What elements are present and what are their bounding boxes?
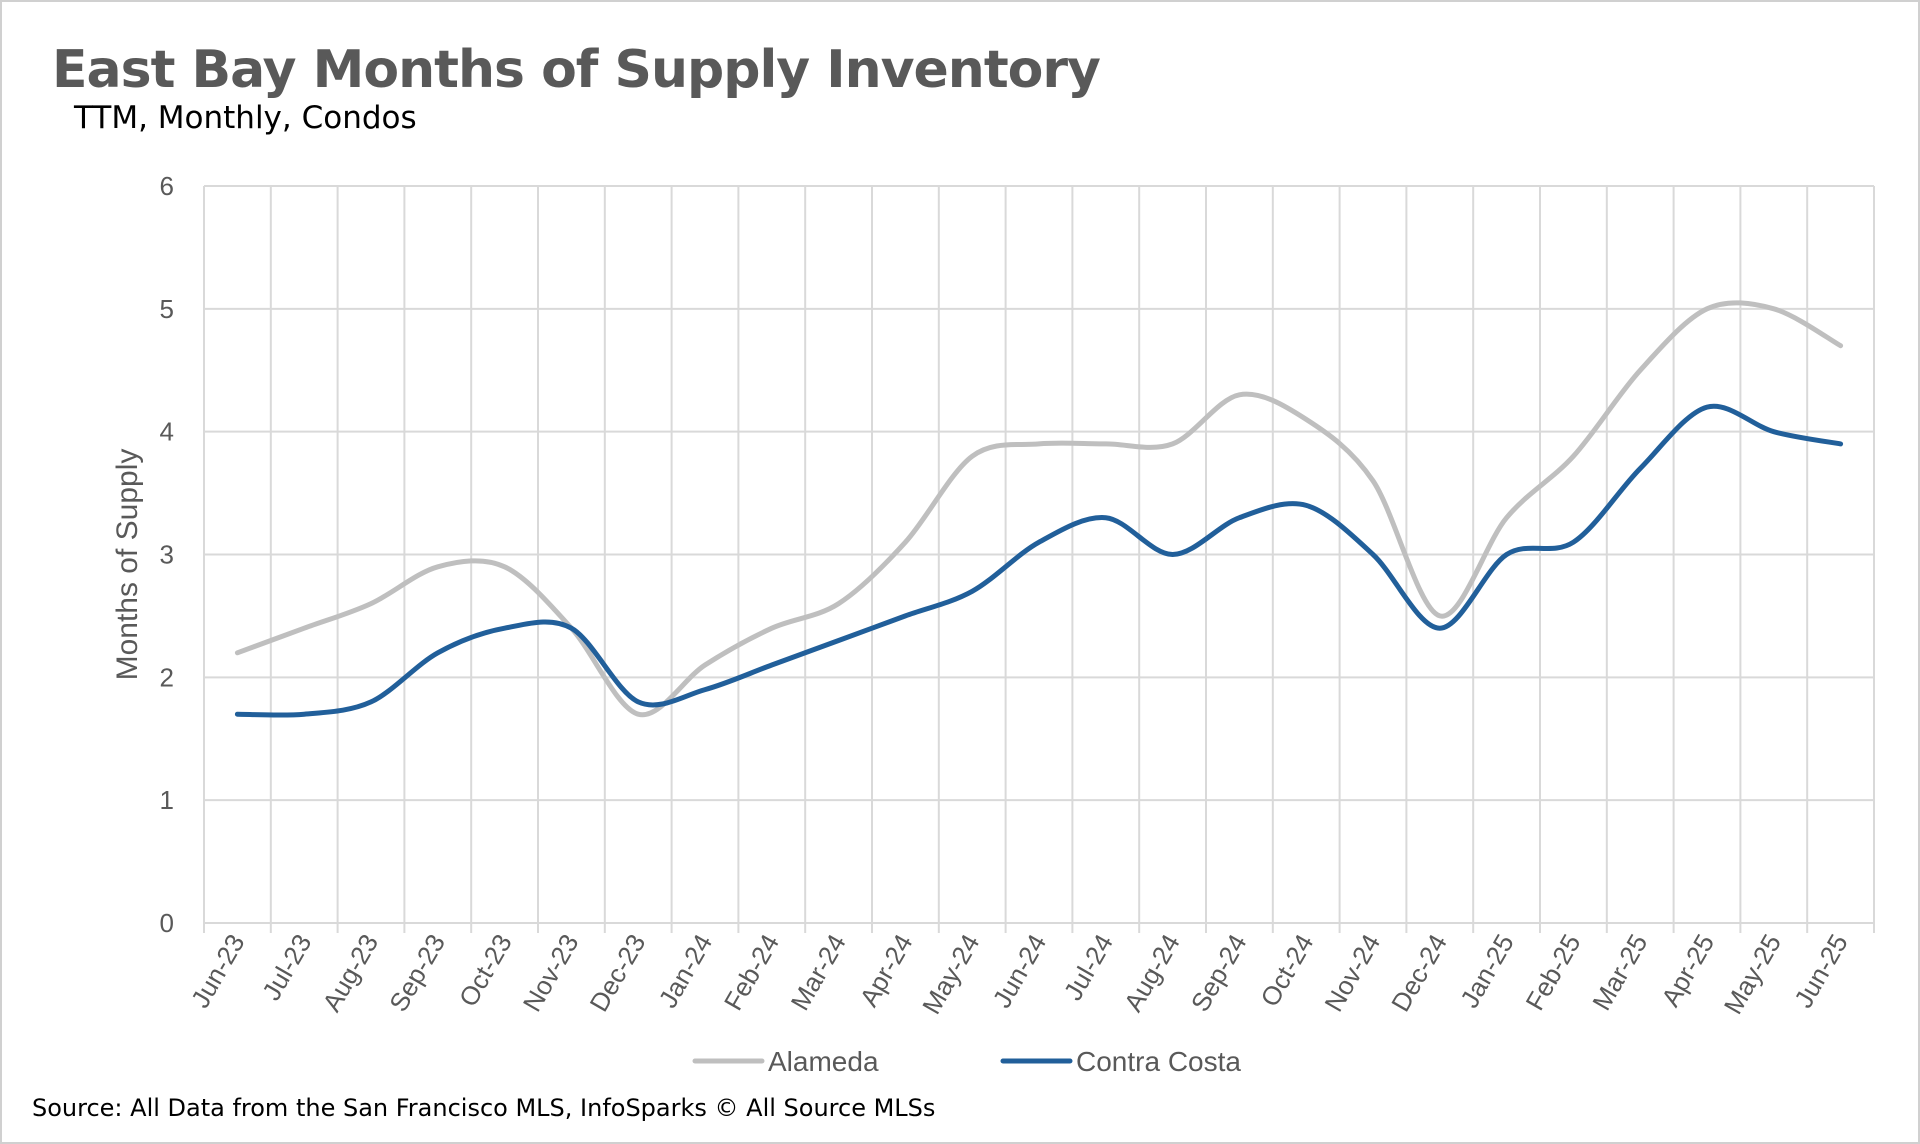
data-point-contra-costa: [769, 663, 774, 668]
data-point-alameda: [703, 663, 708, 668]
data-point-contra-costa: [1103, 515, 1108, 520]
x-tick-label: Aug-23: [316, 929, 384, 1017]
data-point-alameda: [1437, 613, 1442, 618]
data-point-contra-costa: [1437, 626, 1442, 631]
x-tick-label: Apr-24: [854, 929, 919, 1012]
x-tick-label: Mar-24: [785, 929, 852, 1015]
data-point-alameda: [502, 564, 507, 569]
x-tick-label: Sep-24: [1185, 929, 1253, 1017]
data-point-contra-costa: [435, 650, 440, 655]
legend: Alameda Contra Costa: [692, 1046, 1241, 1077]
x-tick-label: Aug-24: [1118, 929, 1186, 1017]
series-line-contra-costa: [234, 403, 1844, 718]
data-point-contra-costa: [1838, 441, 1843, 446]
data-point-alameda: [636, 712, 641, 717]
legend-label-alameda: Alameda: [768, 1046, 879, 1077]
x-tick-label: Jul-24: [1058, 929, 1119, 1005]
data-point-contra-costa: [1037, 540, 1042, 545]
x-tick-label: Jun-23: [185, 929, 251, 1013]
x-tick-label: May-25: [1718, 929, 1787, 1019]
data-point-contra-costa: [903, 613, 908, 618]
x-tick-label: Apr-25: [1655, 929, 1720, 1012]
data-point-contra-costa: [1771, 429, 1776, 434]
data-point-contra-costa: [1237, 515, 1242, 520]
x-tick-label: Jan-24: [652, 929, 718, 1013]
data-point-alameda: [1571, 454, 1576, 459]
data-point-contra-costa: [1170, 552, 1175, 557]
y-tick-label: 2: [160, 662, 174, 692]
y-axis-label: Months of Supply: [111, 449, 144, 681]
y-tick-label: 1: [160, 785, 174, 815]
data-point-alameda: [1638, 368, 1643, 373]
data-point-alameda: [769, 626, 774, 631]
y-tick-label: 3: [160, 540, 174, 570]
y-tick-label: 0: [160, 908, 174, 938]
data-point-alameda: [903, 540, 908, 545]
data-point-alameda: [1103, 441, 1108, 446]
source-note: Source: All Data from the San Francisco …: [32, 1094, 936, 1122]
data-point-contra-costa: [235, 712, 240, 717]
legend-label-contra-costa: Contra Costa: [1076, 1046, 1241, 1077]
data-point-alameda: [1771, 306, 1776, 311]
data-point-alameda: [302, 626, 307, 631]
data-point-contra-costa: [1504, 552, 1509, 557]
series-line-alameda: [234, 300, 1844, 718]
x-tick-label: Oct-23: [453, 929, 518, 1012]
data-point-alameda: [1037, 441, 1042, 446]
data-point-contra-costa: [1571, 540, 1576, 545]
y-tick-label: 6: [160, 171, 174, 201]
y-tick-label: 5: [160, 294, 174, 324]
data-point-alameda: [1304, 417, 1309, 422]
data-point-contra-costa: [636, 699, 641, 704]
data-point-alameda: [235, 650, 240, 655]
data-point-alameda: [1504, 515, 1509, 520]
data-point-alameda: [836, 601, 841, 606]
data-point-alameda: [1371, 478, 1376, 483]
x-tick-label: Feb-24: [718, 929, 785, 1015]
data-point-alameda: [1237, 392, 1242, 397]
data-point-contra-costa: [1705, 405, 1710, 410]
chart-title: East Bay Months of Supply Inventory: [52, 40, 1101, 100]
data-point-alameda: [1170, 441, 1175, 446]
x-tick-label: Sep-23: [383, 929, 451, 1017]
data-point-alameda: [1838, 343, 1843, 348]
data-point-alameda: [369, 601, 374, 606]
data-point-contra-costa: [703, 687, 708, 692]
data-point-alameda: [435, 564, 440, 569]
x-tick-label: Jul-23: [256, 929, 317, 1005]
x-tick-label: Mar-25: [1586, 929, 1653, 1015]
y-tick-labels: 0 1 2 3 4 5 6: [160, 171, 174, 938]
data-point-contra-costa: [369, 699, 374, 704]
x-tick-label: Oct-24: [1254, 929, 1319, 1012]
x-tick-label: Jun-24: [986, 929, 1052, 1013]
data-point-contra-costa: [836, 638, 841, 643]
data-point-contra-costa: [1371, 552, 1376, 557]
data-point-contra-costa: [502, 626, 507, 631]
x-tick-label: Jun-25: [1788, 929, 1854, 1013]
x-tick-label: Feb-25: [1519, 929, 1586, 1015]
data-point-contra-costa: [302, 712, 307, 717]
data-point-contra-costa: [1638, 466, 1643, 471]
chart-subtitle: TTM, Monthly, Condos: [74, 100, 417, 136]
grid-lines: [203, 185, 1875, 933]
x-tick-label: Nov-23: [517, 929, 585, 1017]
data-point-contra-costa: [569, 626, 574, 631]
x-tick-label: Dec-24: [1385, 929, 1453, 1017]
series-lines: [234, 300, 1844, 718]
y-tick-label: 4: [160, 417, 174, 447]
x-tick-label: Nov-24: [1318, 929, 1386, 1017]
x-tick-label: Jan-25: [1454, 929, 1520, 1013]
data-point-alameda: [1705, 306, 1710, 311]
x-tick-label: May-24: [916, 929, 985, 1019]
x-tick-label: Dec-23: [584, 929, 652, 1017]
data-point-contra-costa: [970, 589, 975, 594]
data-point-contra-costa: [1304, 503, 1309, 508]
data-point-alameda: [970, 454, 975, 459]
